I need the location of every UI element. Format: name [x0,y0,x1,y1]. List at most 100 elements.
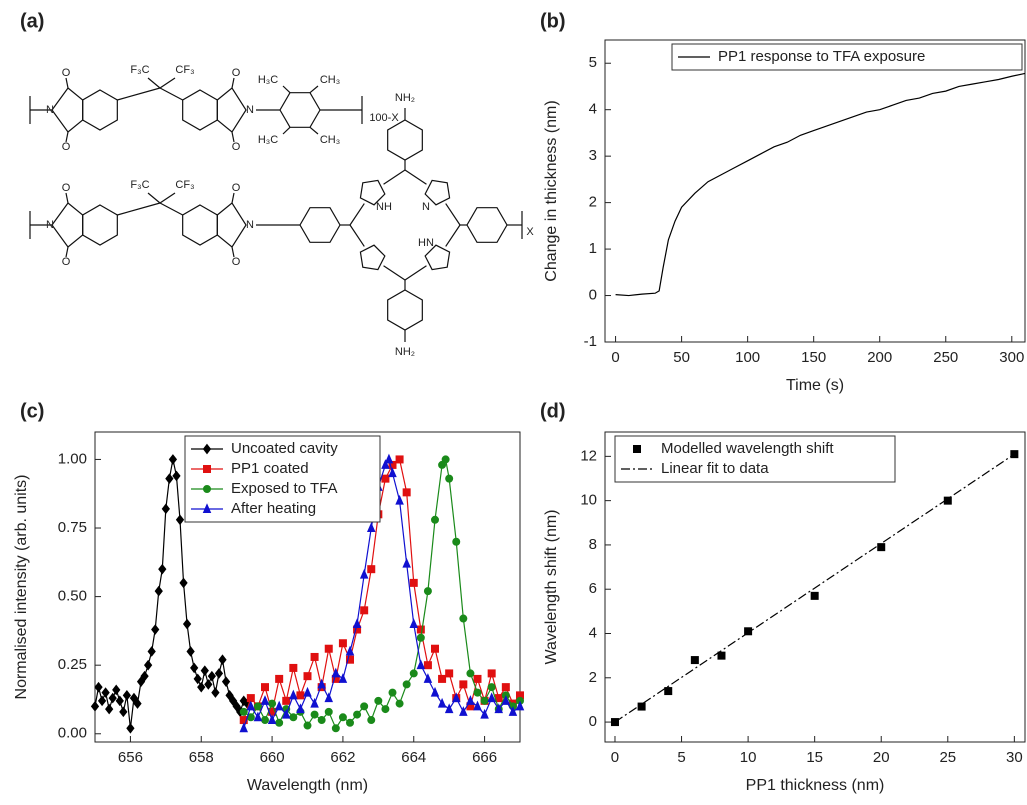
series-line [615,72,1026,297]
y-tick-label: 5 [589,54,597,71]
legend-label: Uncoated cavity [231,440,338,457]
x-tick-label: 656 [118,749,143,766]
atom-label: N [246,219,254,231]
ring [387,119,423,161]
atom-label: H₃C [258,134,278,146]
data-point [402,680,411,689]
ring [216,87,247,133]
y-tick-label: 0.00 [58,725,87,742]
data-point [140,670,149,682]
legend-marker [203,485,211,493]
data-point [515,700,525,711]
data-point [374,696,383,705]
ring [82,89,118,131]
data-point [324,692,334,703]
bond [349,203,365,226]
atom-label: NH [376,201,392,213]
y-tick-label: 0.75 [58,519,87,536]
data-point [388,467,397,478]
y-axis-label: Wavelength shift (nm) [543,509,560,664]
data-point [136,676,146,687]
data-point [193,673,202,685]
data-point [637,702,646,711]
y-tick-label: 4 [589,101,597,118]
data-point [388,688,397,697]
ring [82,204,118,246]
x-tick-label: 0 [611,349,619,366]
data-point [402,488,411,497]
data-point [239,707,248,716]
data-point [186,646,195,657]
data-point [143,659,153,671]
data-point [261,683,269,692]
data-point [310,710,319,719]
data-point [228,695,238,707]
data-point [430,686,440,697]
bond [159,192,176,204]
ring [216,202,247,248]
data-point [359,568,369,579]
x-axis-label: Time (s) [786,377,844,394]
data-point [381,459,390,469]
data-point [338,713,347,722]
ring [359,179,386,206]
data-point [165,473,174,484]
data-point [310,652,319,661]
data-point [168,454,178,465]
legend-box [671,43,1023,71]
atom-label: HN [418,237,434,249]
bond [147,192,161,204]
x-tick-label: 25 [939,749,956,766]
ring [359,244,386,271]
data-point [487,683,496,692]
bond [383,265,406,281]
y-tick-label: 4 [589,624,597,641]
data-point [690,656,699,665]
data-point [423,673,433,683]
atom-label: CH₃ [320,74,340,86]
data-point [423,661,432,670]
data-point [459,614,468,623]
atom-label: O [232,256,241,268]
data-point [126,722,135,734]
data-point [281,708,291,719]
data-point [416,625,425,634]
data-point [261,716,269,725]
y-tick-label: 0.50 [58,588,87,605]
data-point [366,522,376,533]
data-point [395,455,404,464]
data-point [473,674,482,683]
data-point [508,706,518,716]
atom-label: CF₃ [175,64,194,76]
bond [349,224,365,247]
data-point [197,681,206,693]
bond [445,224,461,247]
x-tick-label: 100 [735,349,760,366]
x-tick-label: 5 [677,749,685,766]
legend-marker [633,445,641,453]
data-point [501,683,510,692]
ring [182,89,218,131]
data-point [112,684,121,696]
data-point [345,645,355,656]
atom-label: O [232,67,241,79]
atom-label: O [62,141,71,153]
data-point [877,543,886,552]
data-point [367,716,376,725]
y-tick-label: 0 [589,713,597,730]
data-point [190,662,199,674]
legend-marker [203,465,211,473]
y-tick-label: 1 [589,240,597,257]
data-point [346,718,354,727]
y-tick-label: 12 [580,447,597,464]
atom-label: X [526,226,534,238]
data-point [289,663,298,672]
bond [65,77,69,89]
data-point [214,668,224,679]
data-point [480,696,489,705]
data-point [289,713,298,722]
x-tick-label: 150 [801,349,826,366]
data-point [441,455,450,464]
data-point [346,655,354,664]
